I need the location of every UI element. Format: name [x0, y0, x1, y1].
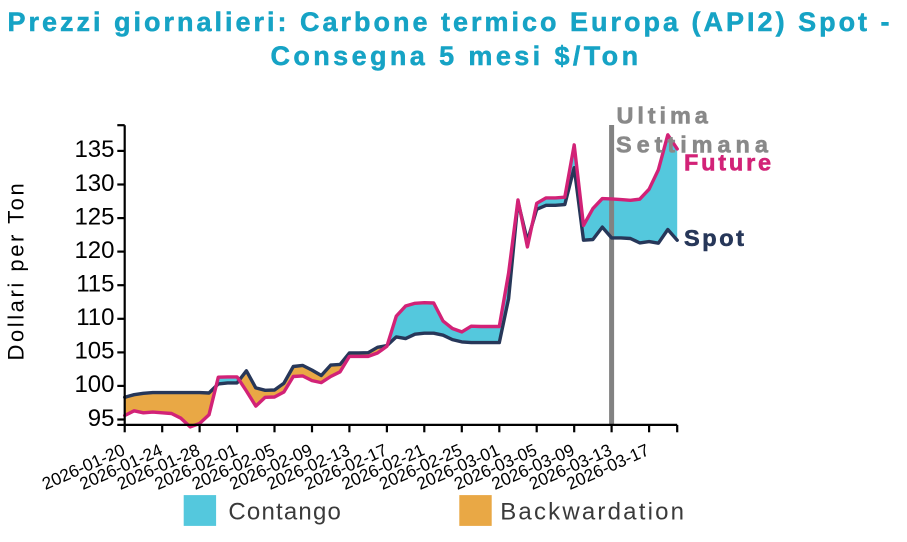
svg-text:105: 105 — [74, 338, 114, 365]
svg-text:110: 110 — [76, 304, 114, 331]
svg-text:Dollari per Ton: Dollari per Ton — [4, 181, 29, 361]
svg-text:120: 120 — [74, 237, 114, 264]
svg-text:115: 115 — [76, 271, 114, 298]
svg-text:Contango: Contango — [228, 499, 342, 526]
svg-text:100: 100 — [74, 371, 114, 398]
svg-text:130: 130 — [74, 170, 114, 197]
svg-text:125: 125 — [74, 203, 114, 230]
svg-text:Consegna 5 mesi $/Ton: Consegna 5 mesi $/Ton — [271, 41, 642, 71]
svg-text:95: 95 — [88, 405, 115, 432]
svg-text:Prezzi giornalieri: Carbone te: Prezzi giornalieri: Carbone termico Euro… — [7, 7, 892, 37]
svg-text:135: 135 — [74, 136, 114, 163]
svg-text:Backwardation: Backwardation — [500, 499, 686, 526]
svg-text:Future: Future — [684, 150, 774, 176]
svg-text:Spot: Spot — [684, 225, 747, 251]
svg-text:Settimana: Settimana — [616, 132, 773, 158]
svg-text:Ultima: Ultima — [617, 102, 712, 128]
